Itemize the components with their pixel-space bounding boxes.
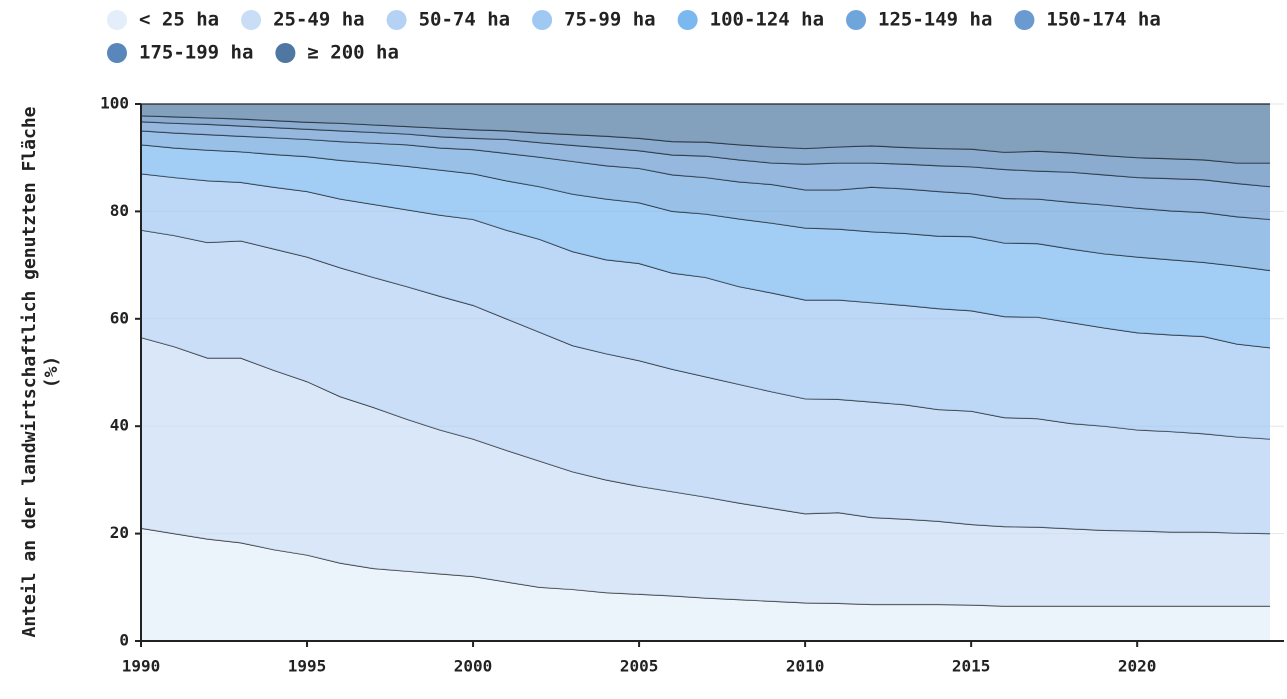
legend-marker bbox=[532, 10, 553, 30]
y-axis-title-line: (%) bbox=[41, 356, 62, 389]
y-tick-label: 0 bbox=[119, 631, 129, 650]
x-tick-label: 2000 bbox=[454, 657, 493, 676]
area bbox=[141, 104, 1270, 164]
legend-item: 125-149 ha bbox=[846, 9, 992, 31]
area bbox=[141, 173, 1270, 440]
y-axis-title-line: Anteil an der landwirtschaftlich genutzt… bbox=[19, 106, 40, 637]
y-axis-title: Anteil an der landwirtschaftlich genutzt… bbox=[19, 106, 62, 637]
legend-marker bbox=[275, 43, 296, 63]
y-tick-label: 20 bbox=[110, 523, 129, 542]
legend-item: 25-49 ha bbox=[241, 9, 365, 31]
legend-marker bbox=[107, 10, 127, 30]
legend-item: 175-199 ha bbox=[107, 42, 253, 64]
legend-item: 150-174 ha bbox=[1014, 9, 1161, 31]
legend-item: ≥ 200 ha bbox=[275, 42, 399, 64]
legend-label: 100-124 ha bbox=[710, 9, 824, 31]
legend-marker bbox=[386, 10, 407, 30]
legend-marker bbox=[846, 10, 867, 30]
legend-marker bbox=[677, 10, 698, 30]
y-tick-label: 100 bbox=[100, 94, 129, 113]
x-tick-label: 2020 bbox=[1118, 657, 1157, 676]
legend-label: 125-149 ha bbox=[878, 9, 992, 31]
area bbox=[141, 130, 1270, 271]
y-tick-label: 40 bbox=[110, 416, 129, 435]
area bbox=[141, 121, 1270, 220]
legend-label: < 25 ha bbox=[139, 9, 219, 31]
legend-label: ≥ 200 ha bbox=[307, 42, 399, 64]
legend-item: 100-124 ha bbox=[677, 9, 824, 31]
area bbox=[141, 528, 1270, 641]
area bbox=[141, 144, 1270, 348]
x-tick-label: 2010 bbox=[786, 657, 825, 676]
area bbox=[141, 115, 1270, 187]
y-tick-label: 80 bbox=[110, 201, 129, 220]
legend-item: < 25 ha bbox=[107, 9, 219, 31]
x-tick-label: 2005 bbox=[620, 657, 659, 676]
legend-label: 175-199 ha bbox=[139, 42, 253, 64]
x-tick-label: 1995 bbox=[288, 657, 327, 676]
y-tick-label: 60 bbox=[110, 308, 129, 327]
area bbox=[141, 230, 1270, 534]
legend-marker bbox=[1014, 10, 1035, 30]
x-tick-label: 2015 bbox=[952, 657, 991, 676]
legend-label: 50-74 ha bbox=[419, 9, 511, 31]
legend-label: 25-49 ha bbox=[273, 9, 365, 31]
legend-label: 150-174 ha bbox=[1046, 9, 1160, 31]
legend-marker bbox=[107, 43, 127, 63]
legend-label: 75-99 ha bbox=[564, 9, 656, 31]
areas bbox=[140, 103, 1271, 641]
legend-item: 75-99 ha bbox=[532, 9, 656, 31]
legend-item: 50-74 ha bbox=[386, 9, 511, 31]
area bbox=[141, 337, 1270, 607]
x-tick-label: 1990 bbox=[122, 657, 161, 676]
legend-marker bbox=[241, 10, 262, 30]
